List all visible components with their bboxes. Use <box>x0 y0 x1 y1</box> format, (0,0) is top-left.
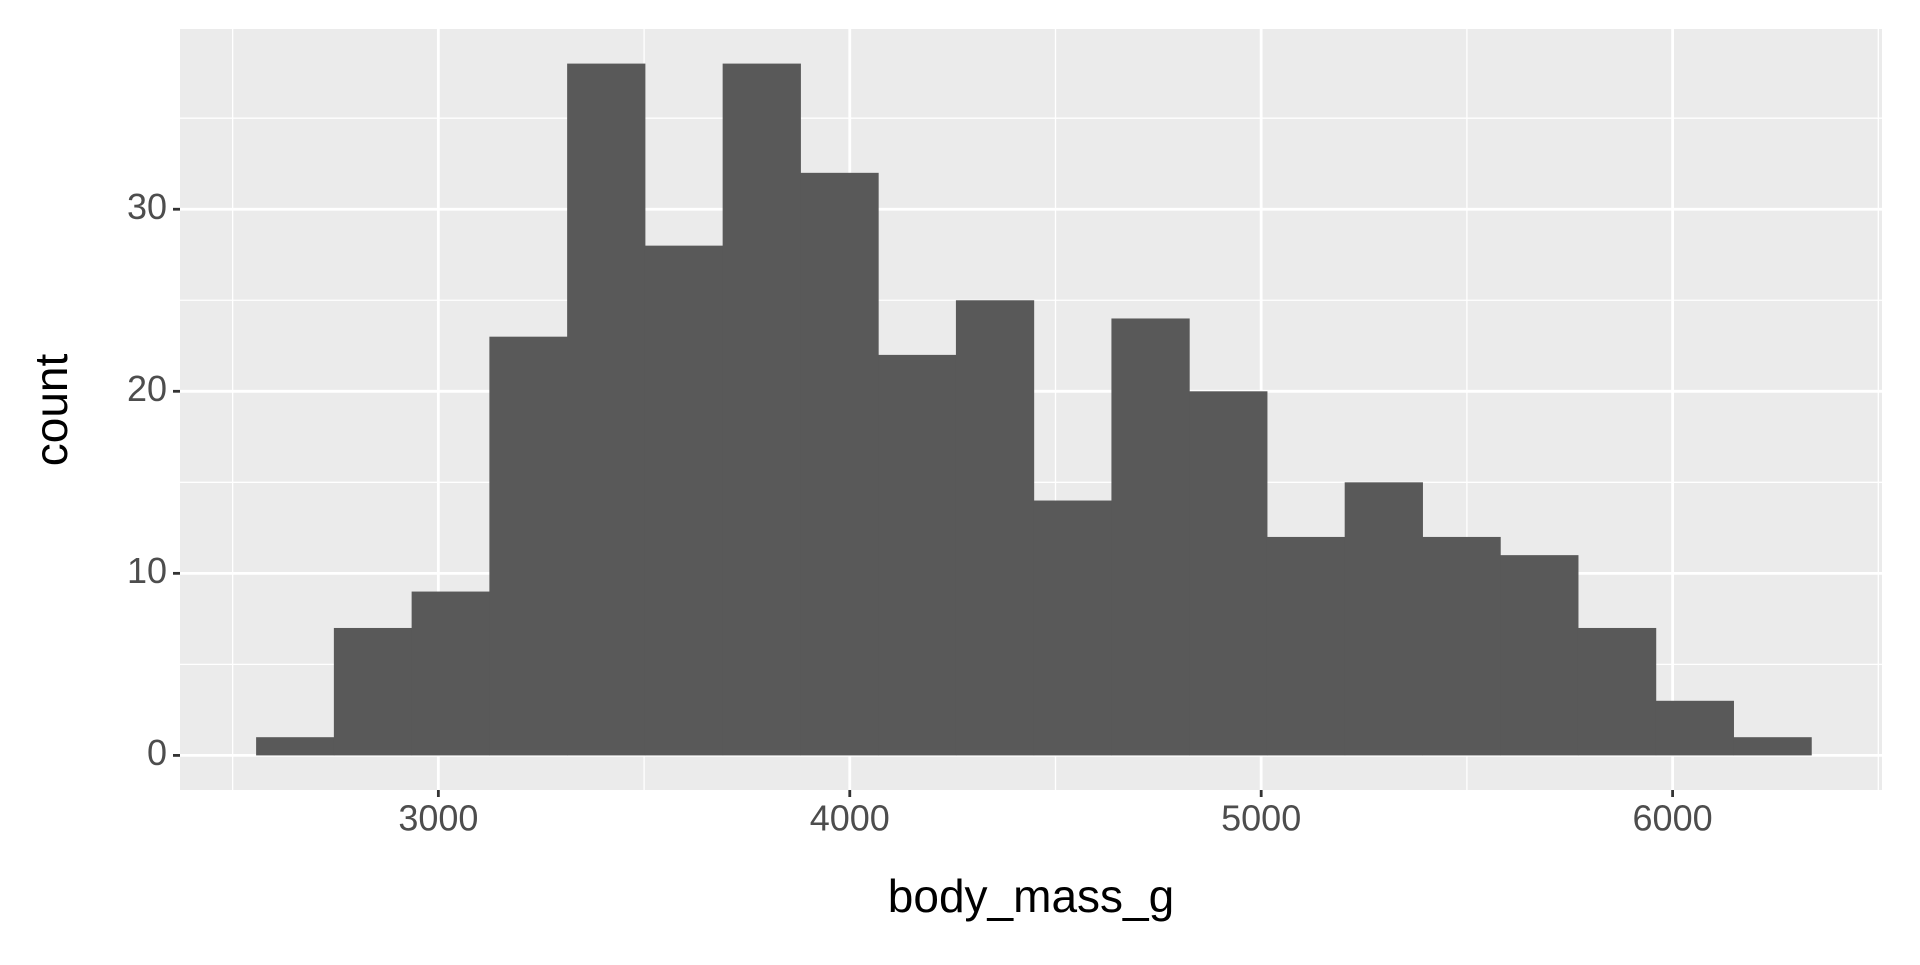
histogram-bar <box>955 300 1035 756</box>
x-tick-label: 6000 <box>1633 798 1713 839</box>
y-tick-label: 20 <box>127 368 167 409</box>
histogram-bar <box>1266 536 1346 756</box>
histogram-bar <box>1189 391 1268 756</box>
histogram-bar <box>256 737 335 756</box>
histogram-bar <box>333 627 413 756</box>
y-tick-label: 10 <box>127 550 167 591</box>
histogram-bar <box>1344 482 1423 756</box>
y-tick-label: 0 <box>147 732 167 773</box>
histogram-bar <box>1577 627 1657 756</box>
histogram-bar <box>1111 318 1190 756</box>
y-axis-title: count <box>25 354 77 467</box>
histogram-bar <box>1422 536 1501 756</box>
x-tick-label: 3000 <box>398 798 478 839</box>
histogram-bar <box>1500 555 1579 756</box>
histogram-bar <box>1033 500 1112 756</box>
histogram-bar <box>1655 700 1734 756</box>
histogram-bar <box>567 63 646 756</box>
histogram-bar <box>411 591 490 756</box>
histogram-bar <box>800 172 879 756</box>
histogram-bar <box>489 336 568 756</box>
histogram-bar <box>1733 737 1812 756</box>
histogram-bar <box>644 245 724 756</box>
x-tick-label: 4000 <box>810 798 890 839</box>
histogram-bar <box>878 354 957 756</box>
y-tick-label: 30 <box>127 186 167 227</box>
histogram-bar <box>722 63 801 756</box>
x-tick-label: 5000 <box>1221 798 1301 839</box>
x-axis-title: body_mass_g <box>888 870 1174 922</box>
